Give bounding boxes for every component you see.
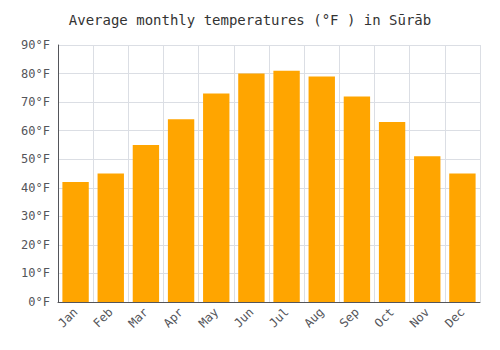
svg-text:10°F: 10°F	[21, 266, 50, 280]
svg-text:Dec: Dec	[442, 305, 467, 330]
svg-text:Sep: Sep	[337, 305, 362, 330]
svg-text:Feb: Feb	[90, 305, 115, 330]
svg-text:80°F: 80°F	[21, 67, 50, 81]
svg-text:Jan: Jan	[55, 305, 80, 330]
svg-text:Mar: Mar	[126, 305, 151, 330]
svg-text:Jul: Jul	[266, 305, 291, 330]
svg-text:Oct: Oct	[372, 305, 397, 330]
svg-text:0°F: 0°F	[28, 295, 50, 309]
svg-text:70°F: 70°F	[21, 95, 50, 109]
svg-text:Aug: Aug	[301, 305, 326, 330]
svg-text:May: May	[196, 305, 221, 330]
svg-text:20°F: 20°F	[21, 238, 50, 252]
svg-text:50°F: 50°F	[21, 152, 50, 166]
svg-text:90°F: 90°F	[21, 38, 50, 52]
svg-text:60°F: 60°F	[21, 124, 50, 138]
svg-text:Apr: Apr	[161, 305, 186, 330]
svg-text:Nov: Nov	[407, 305, 432, 330]
svg-text:Average monthly temperatures (: Average monthly temperatures (°F ) in Sū…	[69, 12, 431, 28]
svg-text:40°F: 40°F	[21, 181, 50, 195]
svg-text:30°F: 30°F	[21, 209, 50, 223]
svg-text:Jun: Jun	[231, 305, 256, 330]
